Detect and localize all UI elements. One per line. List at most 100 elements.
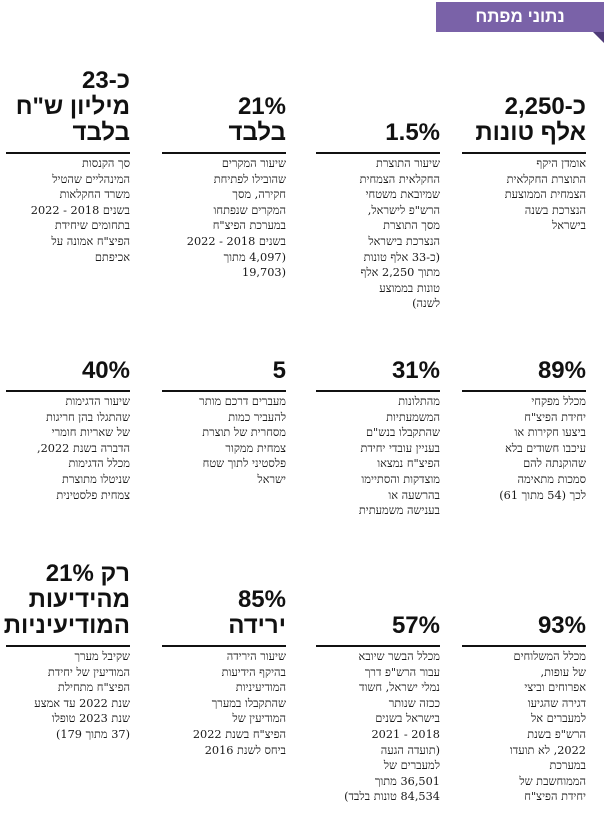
- section-banner: נתוני מפתח: [436, 2, 604, 32]
- stat-value: מהידיעות: [28, 586, 130, 613]
- stat-divider: [462, 645, 586, 647]
- stat-description-line: מעברים דרכם מותר: [199, 395, 286, 408]
- stat-card: רק 21% מהידיעות המודיעיניות שקיבל מערך המודי…: [3, 0, 130, 828]
- stat-description-line: שהובילו לפתיחת: [213, 172, 286, 186]
- stat-description-line: בשנים 2018 - 2022: [30, 203, 130, 217]
- stat-description-line: שיעור הדגימות: [65, 395, 130, 408]
- stat-description-line: שניטלו מתוצרת: [61, 473, 130, 486]
- stat-description-line: ביצעו חקירות או: [514, 426, 586, 440]
- stat-description-line: שקיבל מערך: [74, 650, 130, 663]
- stat-description-line: למעברים אל: [530, 712, 586, 726]
- banner-title: נתוני מפתח: [475, 7, 565, 26]
- stat-value: 85%: [237, 586, 286, 613]
- stat-value: ירידה: [228, 612, 286, 639]
- stat-description-line: (כ-33 אלף טונות: [363, 250, 440, 264]
- stat-description-line: (37 מתוך 179): [56, 728, 130, 741]
- stat-description-line: המינהליים שהטיל: [52, 172, 130, 186]
- stat-description-line: מהתלונות: [398, 395, 440, 408]
- stat-description-line: מתוך 2,250 אלף: [360, 266, 440, 280]
- stat-description-line: צמחית פלסטינית: [56, 488, 130, 502]
- stat-description-line: הפיצ"ח נמצאו: [377, 457, 440, 471]
- stat-description-line: (19,703: [242, 266, 286, 280]
- stat-description-line: יחידת הפיצ"ח: [524, 410, 586, 424]
- stat-divider: [6, 152, 130, 154]
- stat-description-line: סמכות מתאימה: [517, 473, 586, 486]
- stat-description-line: הממוחשבת של: [519, 774, 586, 788]
- stat-card: 93% מכלל המשלוחים של עופות, אפרוחים וביצי דג…: [462, 0, 586, 828]
- stat-description-line: בענישה משמעתית: [358, 504, 440, 518]
- stat-card: 85% ירידה שיעור הירידה בהיקף הידיעות המודיעי…: [162, 0, 286, 828]
- stat-description-line: (4,097 מתוך: [223, 250, 286, 264]
- stat-divider: [316, 645, 440, 647]
- stat-description-line: שיעור המקרים: [221, 157, 286, 170]
- stat-description-line: ככזה שנותר: [388, 696, 440, 710]
- stat-card: כ-23 מיליון ש"ח בלבד סך הקנסות המינהליים שהט…: [6, 0, 130, 828]
- stat-description-line: הצמחית הממוצעת: [504, 188, 586, 202]
- stat-description-line: טונות בממוצע: [379, 281, 440, 295]
- stat-divider: [462, 390, 586, 392]
- stat-description-line: חקירה, מסך: [232, 188, 286, 202]
- stat-description-line: המודיעין של יחידת: [47, 665, 130, 679]
- stat-description-line: הנצרכת בשנה: [524, 203, 586, 217]
- stat-description-line: שמיובאת משטחי: [365, 188, 440, 202]
- stat-description-line: הפיצ"ח אמונה על: [51, 235, 130, 248]
- stat-description-line: של עופות,: [540, 665, 586, 679]
- stat-description-line: במערכת: [549, 759, 587, 773]
- stat-description-line: עיכבו חשודים בלא: [505, 441, 586, 455]
- stat-value: 5: [272, 357, 286, 384]
- stat-description-line: בהרשעה או: [388, 488, 440, 502]
- stat-value: המודיעיניות: [3, 612, 130, 639]
- stat-card: 40% שיעור הדגימות שהתגלו בהן חריגות של שארי…: [6, 0, 130, 828]
- stat-description-line: בעניין עובדי יחידת: [360, 441, 440, 455]
- stat-description-line: אומדן היקף: [536, 157, 586, 170]
- stat-divider: [6, 390, 130, 392]
- stat-description-line: בתחומים שיחידת: [54, 219, 130, 233]
- stat-value: רק 21%: [45, 560, 130, 587]
- stat-divider: [462, 152, 586, 154]
- stat-description-line: של שאריות חומרי: [51, 426, 130, 440]
- stat-description-line: מכלל המשלוחים: [513, 650, 586, 663]
- stat-description-line: ביחס לשנת 2016: [204, 743, 286, 757]
- stat-divider: [162, 390, 286, 392]
- stat-card: 5 מעברים דרכם מותר להעביר כמות מסחרית של תו…: [162, 0, 286, 828]
- stat-description-line: שהתקבלו במערך: [211, 696, 286, 710]
- stat-description-line: החקלאית הצמחית: [359, 172, 440, 186]
- stat-description-line: 2022, לא תועדו: [509, 743, 586, 757]
- stat-description-line: בישראל בשנים: [375, 712, 440, 726]
- stat-divider: [162, 152, 286, 154]
- stat-value: 93%: [537, 612, 586, 639]
- stat-description-line: צמחית ממקור: [225, 441, 286, 455]
- stat-description-line: מכלל הבשר שיובא: [358, 650, 440, 663]
- stat-value: אלף טונות: [475, 119, 586, 146]
- stat-card: 89% מכלל מפקחי יחידת הפיצ"ח ביצעו חקירות או…: [462, 0, 586, 828]
- stat-card: 31% מהתלונות המשמעתיות שהתקבלו בנש"ם בעניין …: [316, 0, 440, 828]
- stat-description-line: שנת 2023 טופלו: [51, 712, 130, 726]
- stat-description-line: שיעור התוצרת: [375, 157, 440, 170]
- stat-description-line: 36,501 מתוך: [374, 774, 440, 788]
- stat-description-line: הפיצ"ח מתחילת: [57, 681, 130, 695]
- stat-description-line: הנצרכת בישראל: [368, 235, 440, 248]
- stat-description-line: 84,534 טונות בלבד): [344, 790, 440, 804]
- stat-description-line: פלסטיני לתוך שטח: [202, 457, 286, 471]
- stat-description-line: 2018 - 2021: [371, 728, 441, 741]
- stat-divider: [162, 645, 286, 647]
- stat-description-line: הרש"פ לישראל,: [367, 203, 440, 217]
- stat-description-line: בהיקף הידיעות: [221, 665, 286, 679]
- stat-value: בלבד: [228, 119, 286, 146]
- stat-description-line: הרש"פ בשנת: [527, 728, 586, 741]
- stat-description-line: יחידת הפיצ"ח: [524, 790, 586, 804]
- stat-card: 21% בלבד שיעור המקרים שהובילו לפתיחת חקירה, …: [162, 0, 286, 828]
- stat-description-line: מכלל מפקחי: [531, 395, 586, 408]
- stat-value: 21%: [237, 93, 286, 120]
- stat-divider: [6, 645, 130, 647]
- stat-description-line: מוצדקות והסתיימו: [361, 473, 440, 486]
- stat-description-line: אפרוחים וביצי: [524, 681, 586, 695]
- stat-description-line: מכלל הדגימות: [68, 457, 130, 471]
- stat-description-line: למעברים של: [383, 759, 440, 773]
- stat-value: מיליון ש"ח: [15, 93, 130, 120]
- stat-description-line: (תועדה הגעה: [380, 743, 440, 757]
- stat-description-line: במערכת הפיצ"ח: [212, 219, 286, 233]
- stat-description-line: דגירה שהגיעו: [527, 696, 586, 710]
- stat-value: 89%: [537, 357, 586, 384]
- stat-card: כ-2,250 אלף טונות אומדן היקף התוצרת החקלאית…: [462, 0, 586, 828]
